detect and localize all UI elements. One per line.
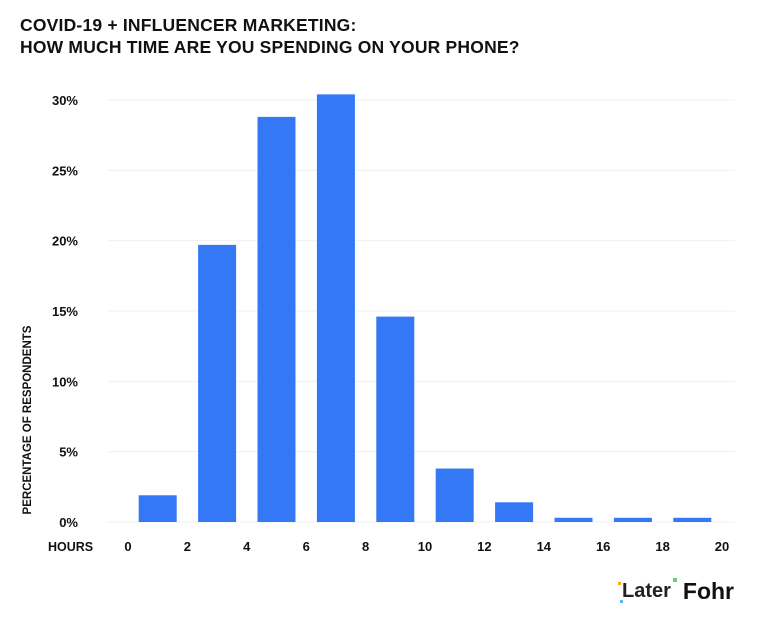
bar [554, 517, 593, 522]
y-tick-label: 30% [52, 93, 78, 108]
y-tick-label: 10% [52, 374, 78, 389]
bar [435, 468, 474, 522]
later-logo: Later [617, 578, 677, 603]
x-axis-label: HOURS [48, 540, 93, 554]
x-tick-label: 4 [243, 539, 251, 554]
title-line-2: HOW MUCH TIME ARE YOU SPENDING ON YOUR P… [20, 37, 520, 57]
y-tick-label: 20% [52, 234, 78, 249]
x-tick-label: 16 [596, 539, 610, 554]
bar [376, 316, 415, 522]
bar [613, 517, 652, 522]
y-tick-label: 15% [52, 304, 78, 319]
x-tick-label: 14 [537, 539, 552, 554]
x-tick-label: 18 [655, 539, 669, 554]
bar [138, 495, 177, 522]
bar [257, 116, 296, 522]
chart-title: COVID-19 + INFLUENCER MARKETING: HOW MUC… [20, 14, 520, 58]
bar [316, 94, 355, 522]
x-tick-label: 12 [477, 539, 491, 554]
x-tick-label: 0 [124, 539, 131, 554]
fohr-logo: Fohr [682, 578, 734, 604]
x-tick-label: 8 [362, 539, 369, 554]
brand-logos: Later Fohr [617, 578, 734, 605]
y-tick-label: 25% [52, 163, 78, 178]
title-line-1: COVID-19 + INFLUENCER MARKETING: [20, 15, 357, 35]
y-axis-label: PERCENTAGE OF RESPONDENTS [22, 325, 34, 514]
y-tick-label: 5% [59, 445, 78, 460]
bar [495, 502, 534, 522]
x-tick-label: 6 [303, 539, 310, 554]
bar [198, 244, 237, 523]
x-tick-label: 10 [418, 539, 432, 554]
x-tick-label: 20 [715, 539, 729, 554]
y-tick-label: 0% [59, 515, 78, 530]
bar [673, 517, 712, 522]
x-tick-label: 2 [184, 539, 191, 554]
